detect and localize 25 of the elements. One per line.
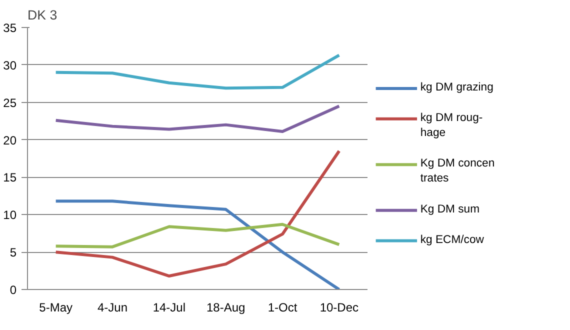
y-tick-label: 30 [3,58,17,72]
line-series [54,104,341,134]
y-tick-label: 15 [3,170,17,185]
x-tick-label: 10-Dec [320,300,359,314]
x-tick-label: 1-Oct [268,300,298,314]
legend-label: Kg DM concen trates [420,158,495,185]
y-tick-label: 10 [3,208,17,222]
x-tick-label: 4-Jun [97,300,128,314]
legend-label: kg DM roug- hage [420,112,483,139]
y-tick-label: 20 [3,133,17,148]
legend-label: kg DM grazing [420,81,494,94]
y-tick-label: 5 [10,246,17,260]
x-tick-label: 18-Aug [206,300,246,314]
line-series [54,222,341,248]
chart-title: DK 3 [28,8,58,22]
line-series [54,200,341,290]
x-tick-label: 14-Jul [152,300,186,314]
y-tick-label: 25 [3,96,17,110]
y-tick-label: 35 [3,21,17,35]
legend-label: kg ECM/cow [420,234,485,246]
line-series [54,54,341,90]
y-tick-label: 0 [10,283,17,297]
line-series [54,150,341,278]
x-tick-label: 5-May [39,300,73,314]
legend-label: Kg DM sum [420,203,480,216]
